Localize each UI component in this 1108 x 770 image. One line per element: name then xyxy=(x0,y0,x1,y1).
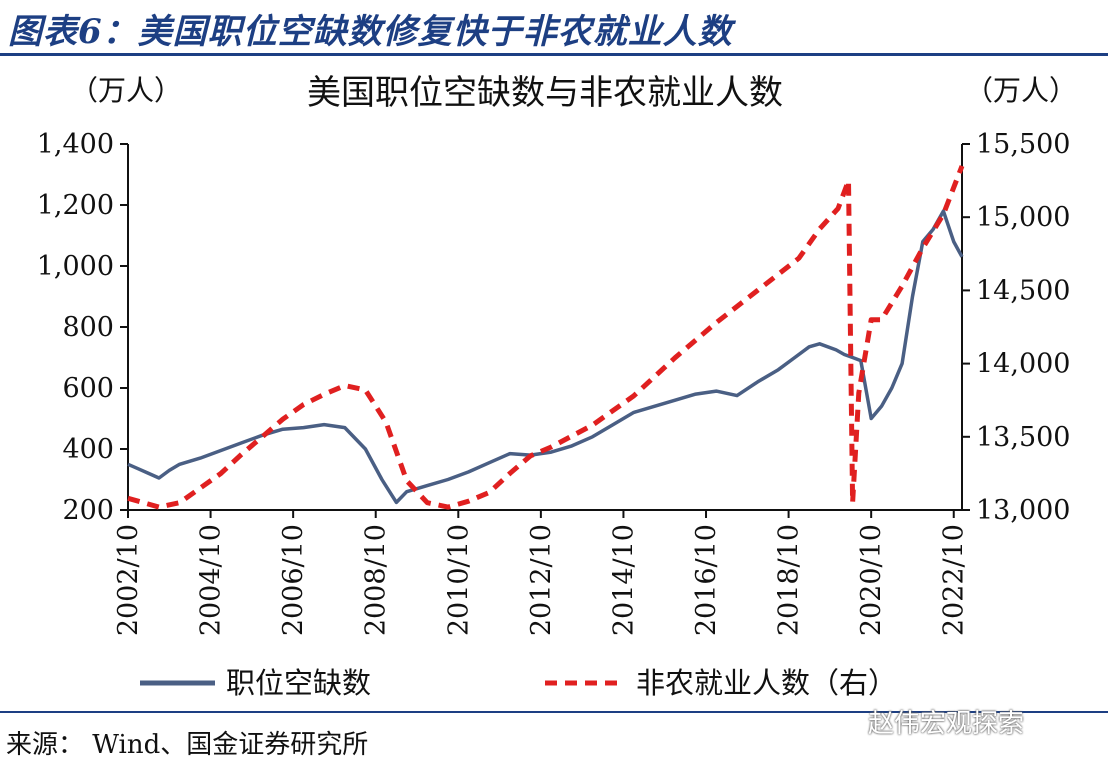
x-tick-label: 2018/10 xyxy=(774,524,805,636)
x-tick-label: 2004/10 xyxy=(196,524,227,636)
x-tick-label: 2022/10 xyxy=(939,524,970,636)
left-tick-label: 200 xyxy=(62,495,114,526)
x-tick-label: 2008/10 xyxy=(361,524,392,636)
right-y-axis: 13,000 13,500 14,000 14,500 15,000 15,500 xyxy=(962,129,1070,526)
figure-title: 图表6：美国职位空缺数修复快于非农就业人数 xyxy=(8,12,733,52)
left-tick-label: 1,400 xyxy=(37,129,114,160)
left-tick-label: 800 xyxy=(62,312,114,343)
right-tick-label: 13,000 xyxy=(976,495,1070,526)
x-tick-label: 2020/10 xyxy=(856,524,887,636)
left-tick-label: 1,200 xyxy=(37,190,114,221)
right-tick-label: 14,000 xyxy=(976,349,1070,380)
figure-header: 图表6：美国职位空缺数修复快于非农就业人数 xyxy=(0,0,1108,52)
left-y-axis: 200 400 600 800 1,000 1,200 1,400 xyxy=(37,129,128,526)
left-tick-label: 1,000 xyxy=(37,251,114,282)
chart: 美国职位空缺数与非农就业人数 （万人） （万人） 200 400 600 800 1,0… xyxy=(37,73,1077,700)
left-tick-label: 600 xyxy=(62,373,114,404)
right-unit-label: （万人） xyxy=(965,74,1077,107)
source-note: 来源： Wind、国金证券研究所 xyxy=(6,730,369,760)
series-layer xyxy=(127,165,965,510)
x-tick-label: 2014/10 xyxy=(608,524,639,636)
watermark: 赵伟宏观探索 xyxy=(868,709,1025,739)
series-line-payrolls xyxy=(127,165,965,510)
x-tick-label: 2002/10 xyxy=(113,524,144,636)
legend-label-vacancies: 职位空缺数 xyxy=(226,666,371,700)
left-unit-label: （万人） xyxy=(70,74,182,107)
legend-label-payrolls: 非农就业人数（右） xyxy=(636,666,897,700)
footer-rule xyxy=(0,711,1108,713)
x-tick-label: 2006/10 xyxy=(278,524,309,636)
right-tick-label: 13,500 xyxy=(976,422,1070,453)
legend: 职位空缺数 非农就业人数（右） xyxy=(140,666,897,700)
x-tick-label: 2010/10 xyxy=(443,524,474,636)
right-tick-label: 15,000 xyxy=(976,202,1070,233)
chart-title: 美国职位空缺数与非农就业人数 xyxy=(307,73,783,113)
left-tick-label: 400 xyxy=(62,434,114,465)
x-axis: 2002/10 2004/10 2006/10 2008/10 2010/10 2012/… xyxy=(113,510,970,636)
series-line-vacancies xyxy=(127,209,964,505)
right-tick-label: 15,500 xyxy=(976,129,1070,160)
right-tick-label: 14,500 xyxy=(976,275,1070,306)
x-tick-label: 2012/10 xyxy=(526,524,557,636)
x-tick-label: 2016/10 xyxy=(691,524,722,636)
header-rule xyxy=(0,53,1108,56)
